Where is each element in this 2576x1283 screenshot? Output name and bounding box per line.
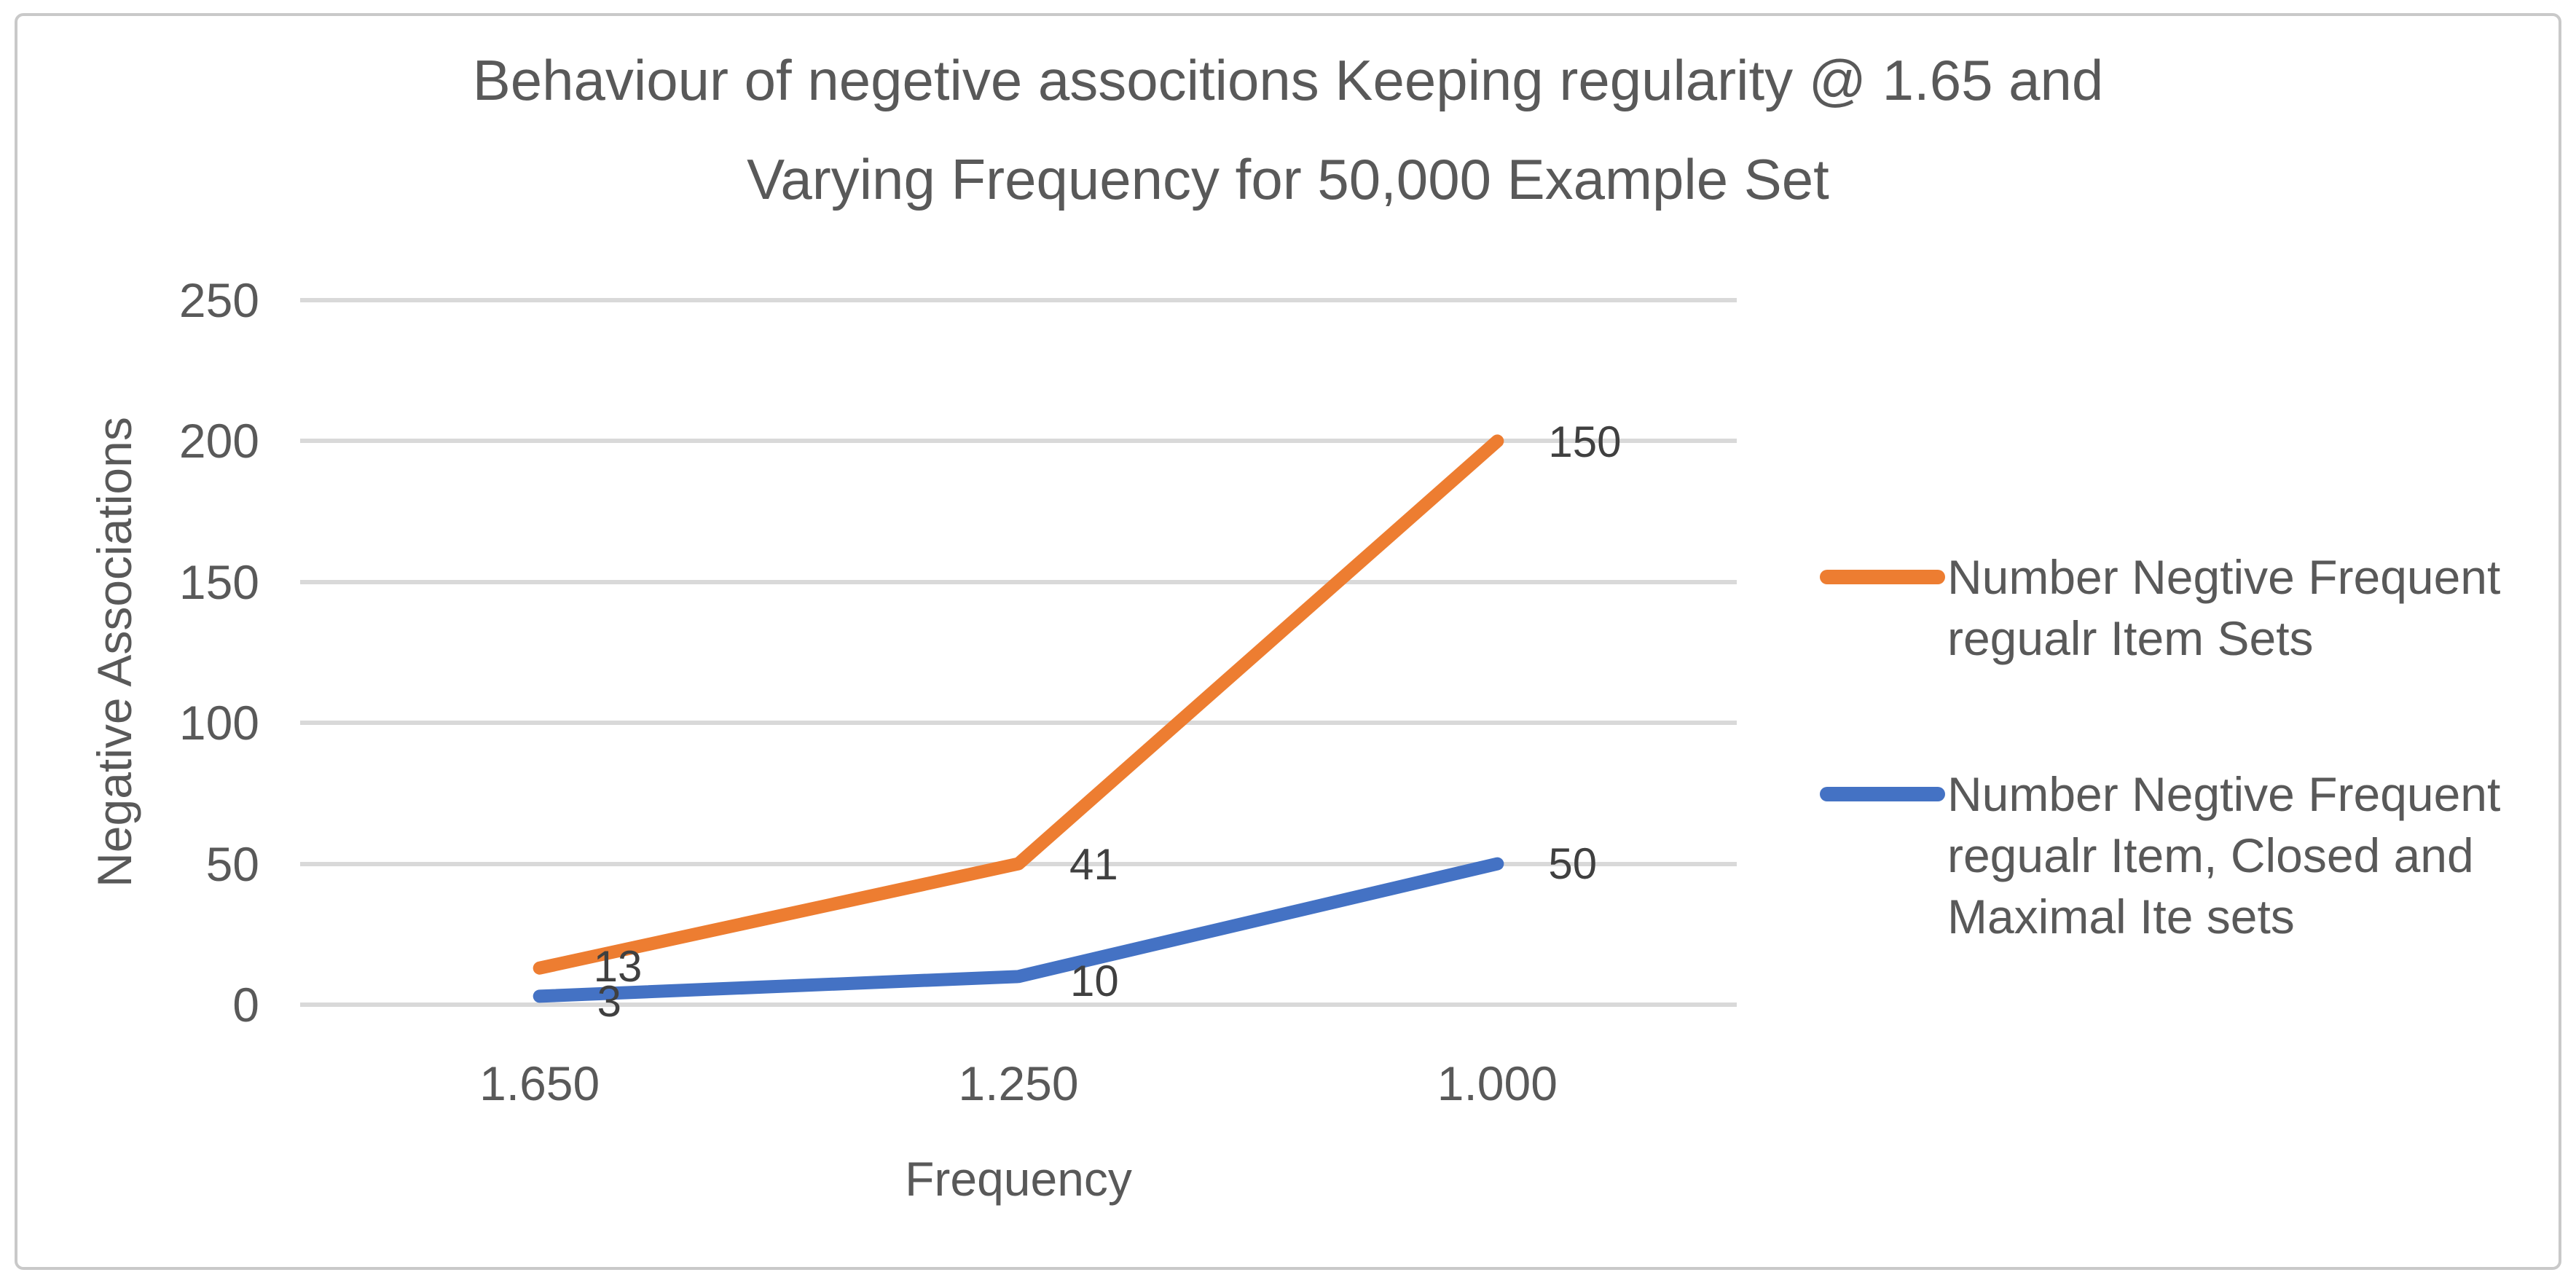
chart-title: Behaviour of negetive associtions Keepin…	[6, 31, 2570, 229]
y-tick-label-250: 250	[178, 273, 259, 327]
chart-title-line-2: Varying Frequency for 50,000 Example Set	[747, 147, 1829, 211]
gridline-y-200	[300, 439, 1737, 444]
chart-title-line-1: Behaviour of negetive associtions Keepin…	[472, 48, 2104, 112]
data-label-series-1-point-2: 41	[1069, 839, 1118, 889]
x-axis-title: Frequency	[905, 1152, 1132, 1206]
data-label-series-1-point-1: 13	[593, 941, 643, 991]
y-tick-label-200: 200	[178, 414, 259, 468]
legend-label-series-2: Number Negtive Frequent regualr Item, Cl…	[1947, 767, 2501, 943]
series-line-2	[533, 857, 1504, 1003]
x-tick-label-1.000: 1.000	[1437, 1056, 1558, 1110]
y-tick-label-100: 100	[178, 696, 259, 750]
y-tick-label-50: 50	[205, 836, 259, 891]
data-label-series-2-point-2: 10	[1070, 957, 1119, 1006]
x-tick-label-1.650: 1.650	[479, 1056, 600, 1110]
legend-label-series-1: Number Negtive Frequent regualr Item Set…	[1947, 550, 2501, 665]
x-tick-label-1.250: 1.250	[958, 1056, 1079, 1110]
data-label-series-2-point-1: 3	[597, 977, 622, 1027]
y-tick-label-150: 150	[178, 554, 259, 609]
legend-swatch-blue	[1820, 787, 1945, 801]
data-label-series-1-point-3: 150	[1548, 417, 1622, 467]
gridline-y-100	[300, 721, 1737, 726]
series-line-1	[533, 434, 1504, 975]
y-tick-label-0: 0	[232, 978, 259, 1032]
gridline-y-150	[300, 579, 1737, 584]
gridline-y-0	[300, 1003, 1737, 1007]
legend-item-series-2: Number Negtive Frequent regualr Item, Cl…	[1820, 764, 2500, 947]
legend-item-series-1: Number Negtive Frequent regualr Item Set…	[1820, 546, 2500, 669]
legend-swatch-orange	[1820, 570, 1945, 584]
data-label-series-2-point-3: 50	[1548, 839, 1598, 888]
gridline-y-250	[300, 298, 1737, 302]
